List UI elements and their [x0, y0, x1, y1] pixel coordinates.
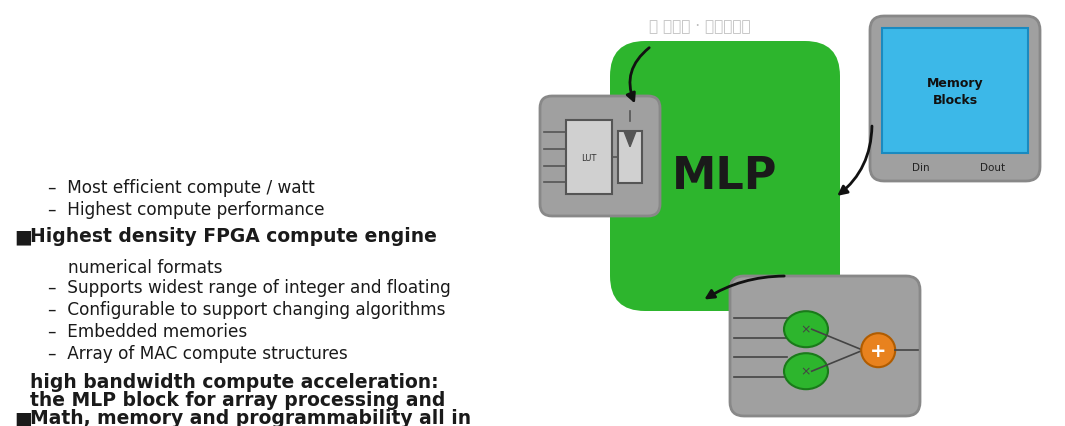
FancyBboxPatch shape — [618, 132, 642, 184]
Circle shape — [862, 334, 896, 367]
Text: ■: ■ — [14, 227, 32, 245]
Text: high bandwidth compute acceleration:: high bandwidth compute acceleration: — [30, 372, 439, 391]
FancyBboxPatch shape — [610, 42, 840, 311]
Text: Memory
Blocks: Memory Blocks — [927, 76, 983, 106]
FancyBboxPatch shape — [882, 29, 1028, 154]
Text: MLP: MLP — [672, 155, 777, 198]
Text: ×: × — [801, 323, 812, 336]
Text: –  Highest compute performance: – Highest compute performance — [48, 201, 325, 219]
Text: –  Array of MAC compute structures: – Array of MAC compute structures — [48, 344, 348, 362]
Text: numerical formats: numerical formats — [68, 259, 223, 276]
Text: ■: ■ — [14, 408, 32, 426]
Text: the MLP block for array processing and: the MLP block for array processing and — [30, 390, 445, 409]
FancyBboxPatch shape — [540, 97, 660, 216]
Text: +: + — [870, 341, 886, 360]
Text: –  Configurable to support changing algorithms: – Configurable to support changing algor… — [48, 300, 445, 318]
Polygon shape — [624, 132, 636, 147]
Text: –  Most efficient compute / watt: – Most efficient compute / watt — [48, 178, 315, 196]
Text: Din: Din — [913, 163, 930, 173]
Text: Math, memory and programmability all in: Math, memory and programmability all in — [30, 408, 471, 426]
Text: –  Embedded memories: – Embedded memories — [48, 322, 247, 340]
Ellipse shape — [784, 311, 828, 347]
FancyBboxPatch shape — [567, 121, 612, 195]
Ellipse shape — [784, 354, 828, 389]
FancyBboxPatch shape — [870, 17, 1041, 181]
FancyArrowPatch shape — [627, 49, 650, 101]
FancyArrowPatch shape — [839, 127, 872, 195]
FancyBboxPatch shape — [730, 276, 920, 416]
Text: –  Supports widest range of integer and floating: – Supports widest range of integer and f… — [48, 278, 450, 296]
Text: ×: × — [801, 365, 812, 378]
Text: LUT: LUT — [581, 153, 596, 162]
Text: Dout: Dout — [980, 163, 1005, 173]
Text: Highest density FPGA compute engine: Highest density FPGA compute engine — [30, 227, 437, 245]
FancyArrowPatch shape — [707, 276, 784, 298]
Text: ⓘ 公众号 · 傅里哓的猫: ⓘ 公众号 · 傅里哓的猫 — [650, 20, 751, 35]
